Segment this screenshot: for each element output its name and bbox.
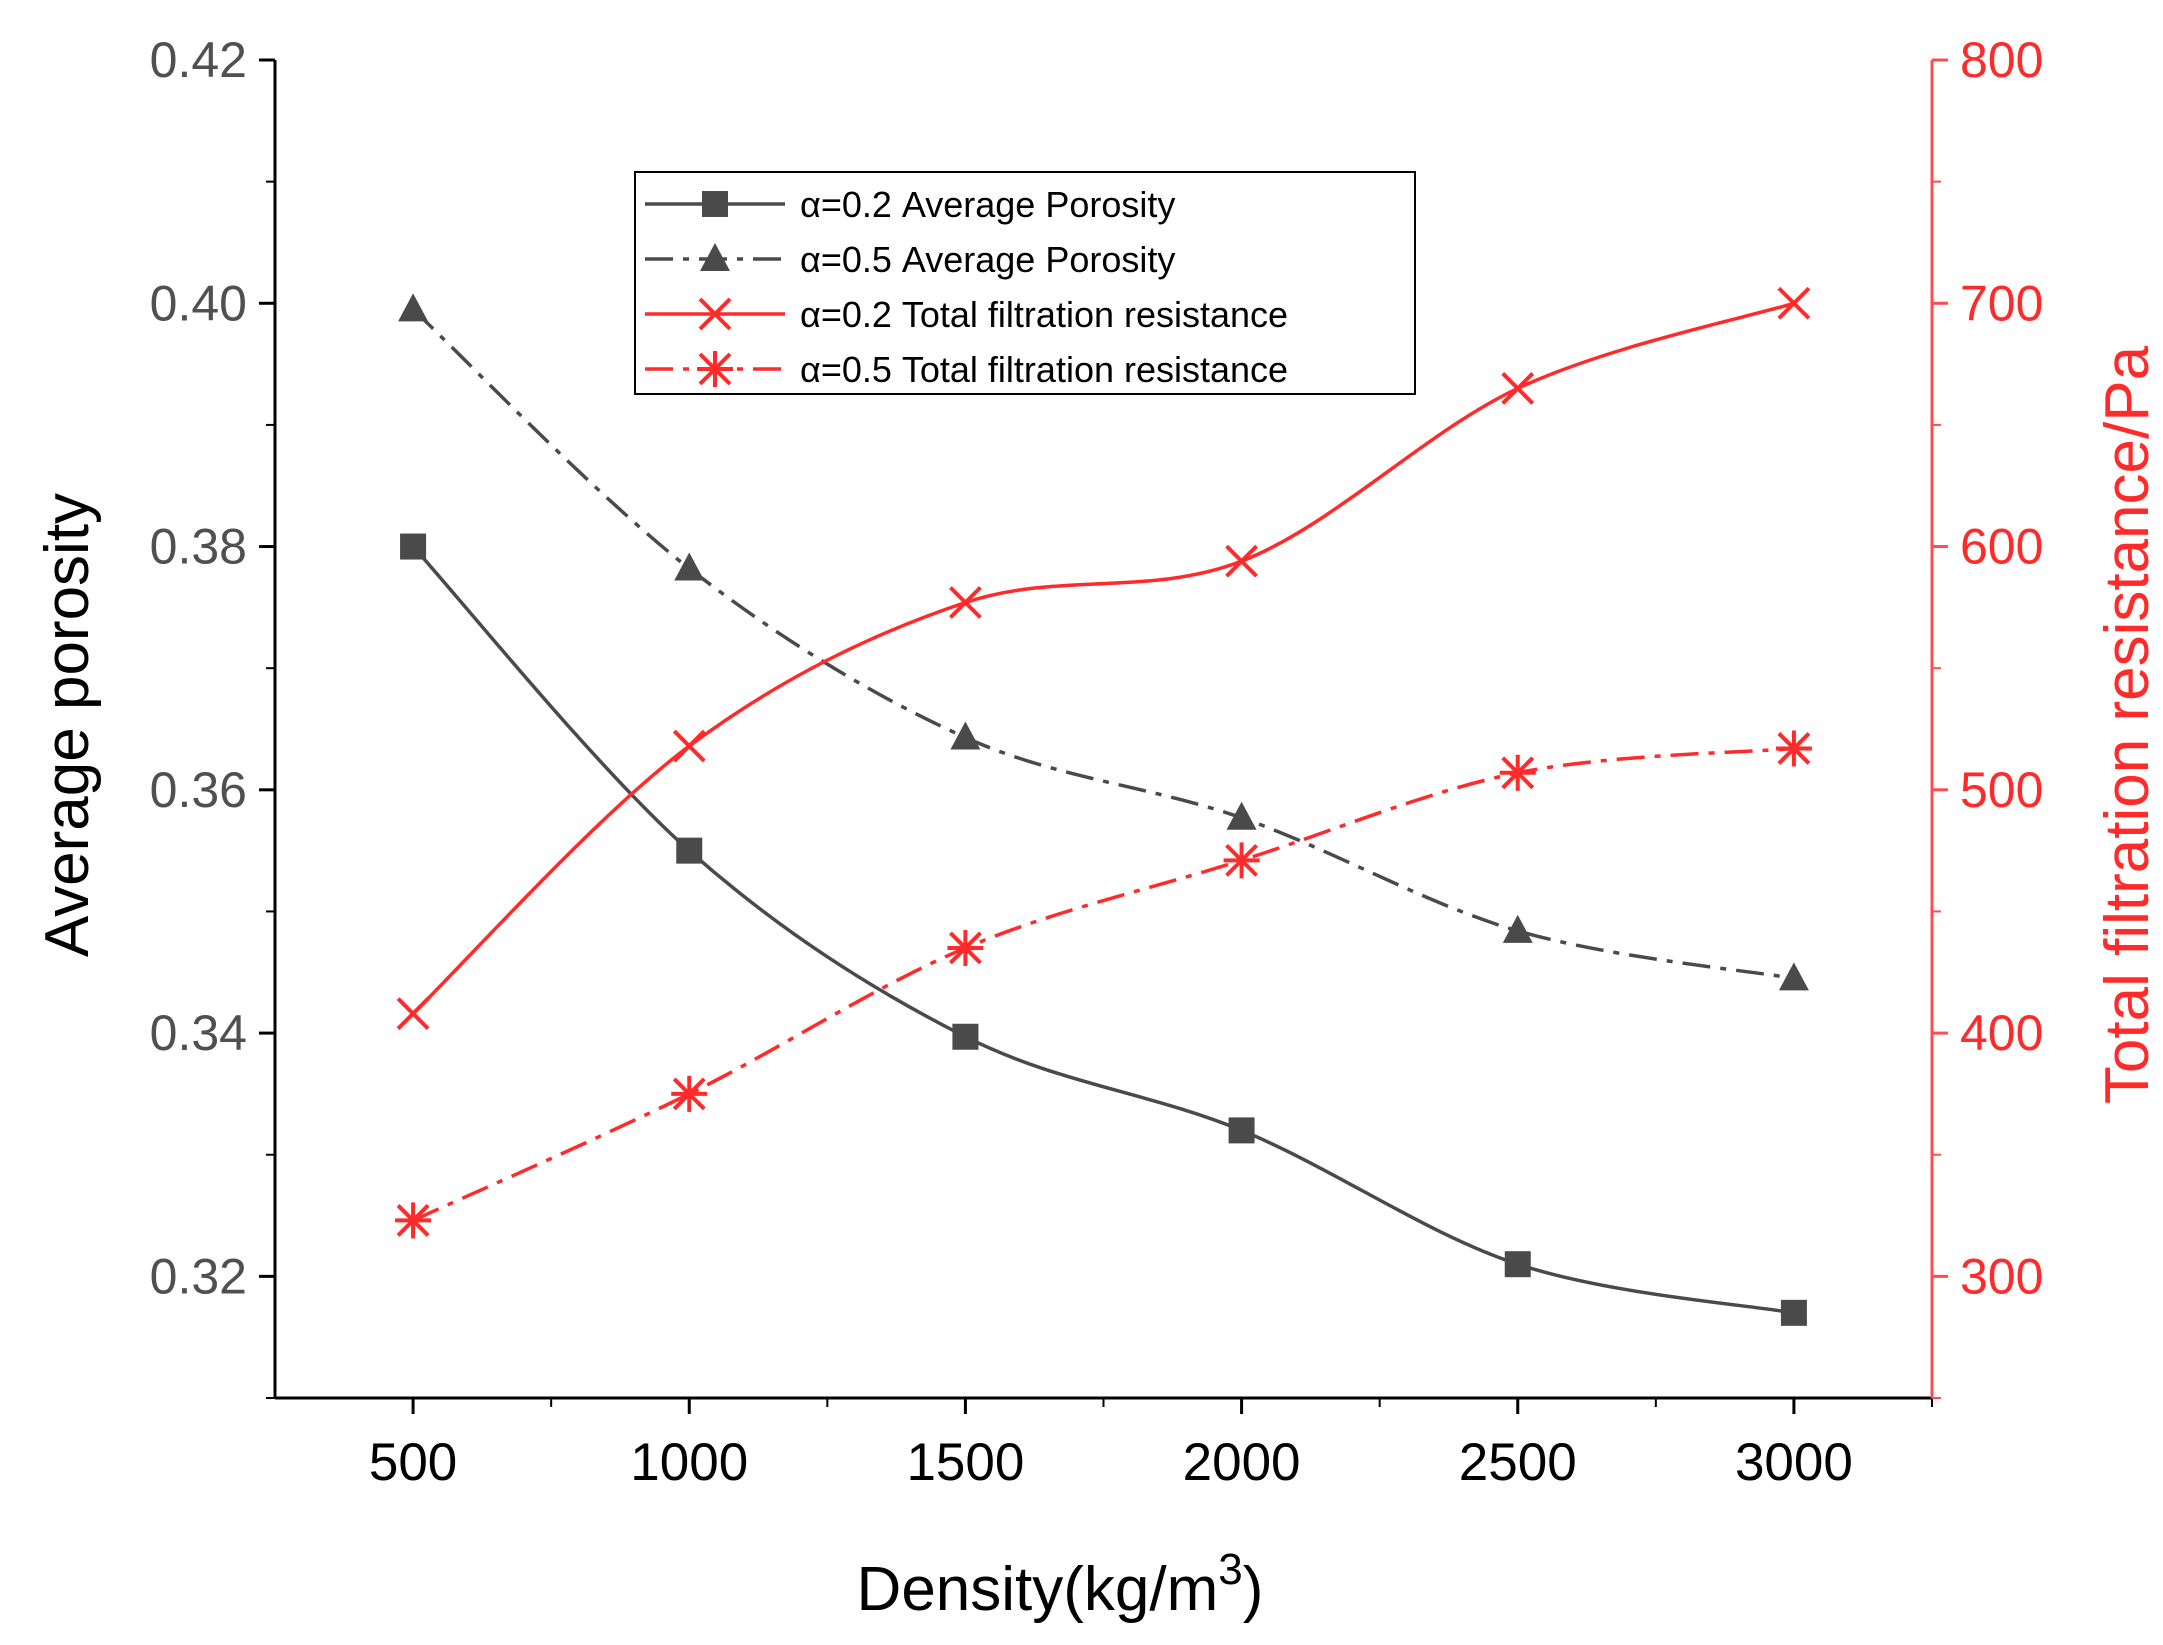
y2-tick-label: 300 — [1960, 1248, 2043, 1304]
y2-tick-label: 800 — [1960, 32, 2043, 88]
data-point-triangle — [674, 552, 705, 581]
x-tick-label: 1500 — [906, 1433, 1024, 1492]
x-tick-label: 1000 — [630, 1433, 748, 1492]
x-axis-title-main: Density(kg/m — [857, 1555, 1219, 1624]
y-tick-label: 0.40 — [150, 275, 247, 331]
x-axis-title: Density(kg/m3) — [857, 1545, 1264, 1624]
data-point-x — [396, 997, 430, 1031]
y2-axis-title: Total filtration resistance/Pa — [2093, 345, 2162, 1104]
legend-box — [634, 171, 1416, 395]
legend-entry-3: α=0.2 Total filtration resistance — [645, 294, 1288, 335]
series-3 — [396, 286, 1811, 1031]
legend-marker-x — [698, 297, 732, 331]
axes-layer: 500 1000 1500 2000 2500 3000 0.32 0.34 0.36 0.38 0… — [150, 32, 2044, 1492]
data-point-x — [1777, 286, 1811, 320]
x-tick-label: 2500 — [1459, 1433, 1577, 1492]
legend-label: α=0.5 Total filtration resistance — [800, 349, 1288, 390]
data-point-asterisk — [671, 1075, 708, 1112]
series-4 — [395, 730, 1812, 1239]
series-line — [411, 301, 1795, 1015]
y2-tick-label: 700 — [1960, 275, 2043, 331]
data-point-asterisk — [947, 929, 984, 966]
x-axis-title-suffix: ) — [1243, 1555, 1264, 1624]
y-tick-label: 0.32 — [150, 1248, 247, 1304]
data-point-triangle — [1502, 914, 1533, 943]
data-point-square — [952, 1023, 979, 1050]
legend-entry-1: α=0.2 Average Porosity — [645, 184, 1175, 225]
x-tick-label: 500 — [369, 1433, 457, 1492]
data-point-triangle — [1778, 962, 1809, 991]
marker-stroke — [949, 586, 982, 619]
y-axis-title: Average porosity — [33, 493, 102, 957]
data-point-x — [672, 729, 706, 763]
legend-marker-triangle — [700, 243, 730, 271]
y-tick-label: 0.36 — [150, 762, 247, 818]
marker-stroke — [1501, 372, 1535, 405]
data-point-square — [1780, 1299, 1807, 1326]
legend: α=0.2 Average Porosity α=0.5 Average Poro… — [634, 171, 1416, 395]
y2-tick-label: 600 — [1960, 519, 2043, 575]
marker-stroke — [672, 729, 706, 763]
data-point-asterisk — [395, 1202, 432, 1239]
data-point-asterisk — [1775, 730, 1812, 767]
legend-label: α=0.2 Total filtration resistance — [800, 294, 1288, 335]
y-tick-label: 0.34 — [150, 1005, 247, 1061]
y2-tick-label: 400 — [1960, 1005, 2043, 1061]
marker-stroke — [396, 997, 430, 1031]
x-axis-title-superscript: 3 — [1218, 1545, 1242, 1594]
series-line — [411, 308, 1795, 981]
data-point-square — [400, 533, 427, 560]
legend-label: α=0.5 Average Porosity — [800, 239, 1175, 280]
data-point-x — [1225, 544, 1258, 578]
legend-entry-4: α=0.5 Total filtration resistance — [645, 349, 1288, 390]
data-point-asterisk — [1499, 754, 1536, 791]
data-point-square — [1228, 1117, 1255, 1144]
marker-stroke — [698, 297, 732, 331]
data-point-square — [676, 837, 703, 864]
legend-entry-2: α=0.5 Average Porosity — [645, 239, 1175, 280]
data-point-triangle — [398, 293, 429, 322]
x-tick-label: 3000 — [1735, 1433, 1853, 1492]
legend-marker-asterisk — [697, 351, 733, 387]
marker-stroke — [1225, 544, 1258, 578]
data-point-asterisk — [1223, 842, 1260, 879]
series-2 — [398, 293, 1809, 991]
y-tick-label: 0.42 — [150, 32, 247, 88]
x-tick-label: 2000 — [1183, 1433, 1301, 1492]
y-tick-label: 0.38 — [150, 519, 247, 575]
legend-label: α=0.2 Average Porosity — [800, 184, 1175, 225]
data-point-triangle — [1226, 801, 1257, 830]
series-layer — [395, 286, 1812, 1326]
data-point-x — [1501, 372, 1535, 405]
data-point-x — [949, 586, 982, 619]
marker-stroke — [1777, 286, 1811, 320]
data-point-square — [1504, 1251, 1531, 1278]
data-point-triangle — [950, 721, 981, 750]
series-line — [411, 545, 1795, 1315]
series-line — [412, 746, 1795, 1223]
y2-tick-label: 500 — [1960, 762, 2043, 818]
series-1 — [400, 533, 1807, 1326]
legend-marker-square — [702, 191, 728, 217]
